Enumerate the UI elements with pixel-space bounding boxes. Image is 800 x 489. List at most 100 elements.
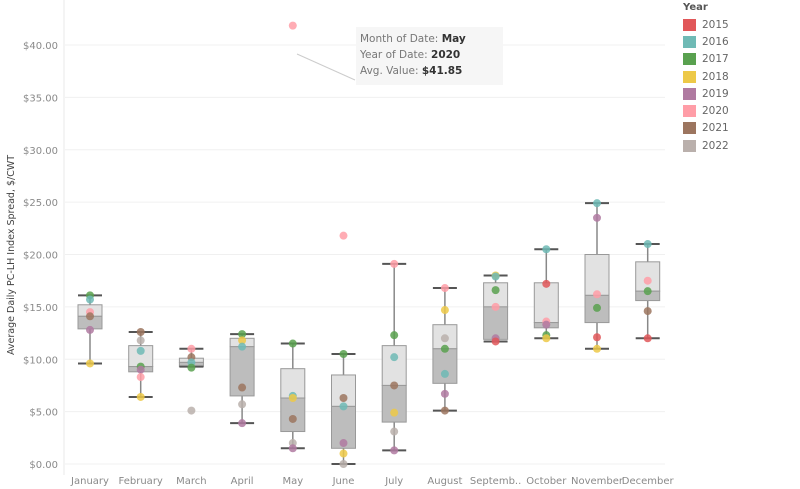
legend-label: 2022 [702, 139, 729, 152]
x-tick-label: February [119, 476, 163, 487]
legend-swatch [683, 139, 696, 152]
y-tick-label: $10.00 [23, 355, 58, 366]
legend-swatch [683, 105, 696, 118]
legend-item[interactable]: 2017 [683, 51, 729, 68]
data-point-2016 [136, 346, 145, 355]
tooltip-year: 2020 [431, 49, 461, 61]
legend-label: 2020 [702, 105, 729, 118]
box-lower [381, 384, 407, 423]
data-point-2015 [491, 337, 500, 346]
data-point-2019 [288, 444, 297, 453]
data-point-2018 [86, 359, 94, 368]
tooltip-month-label: Month of Date: [360, 33, 439, 45]
tooltip-connector [296, 53, 356, 81]
data-point-2015 [643, 334, 652, 343]
data-point-2019 [86, 325, 94, 334]
y-tick-label: $15.00 [23, 303, 58, 314]
data-point-2015 [593, 333, 601, 342]
legend: Year 2015 2016 2017 2018 2019 2020 2021 2022 [683, 2, 729, 154]
legend-label: 2018 [702, 70, 729, 83]
data-point-2018 [390, 408, 399, 417]
x-tick-label: May [282, 476, 303, 487]
legend-label: 2015 [702, 18, 729, 31]
x-tick-label: July [384, 476, 403, 487]
legend-item[interactable]: 2021 [683, 120, 729, 137]
legend-label: 2017 [702, 53, 729, 66]
legend-swatch [683, 122, 696, 135]
data-point-2019 [390, 446, 399, 455]
data-point-2016 [390, 353, 399, 362]
data-point-2021 [136, 328, 145, 337]
y-tick-label: $40.00 [23, 41, 58, 52]
data-point-2020 [390, 259, 399, 268]
x-tick-label: January [70, 476, 109, 487]
data-point-2017 [238, 330, 247, 339]
x-tick-label: March [176, 476, 206, 487]
data-point-2021 [288, 414, 297, 423]
legend-item[interactable]: 2016 [683, 33, 729, 50]
legend-item[interactable]: 2022 [683, 137, 729, 154]
data-point-2019 [238, 419, 247, 428]
legend-item[interactable]: 2019 [683, 85, 729, 102]
y-tick-label: $20.00 [23, 251, 58, 262]
legend-swatch [683, 53, 696, 66]
data-point-2017 [390, 331, 399, 340]
data-point-2020 [288, 21, 297, 30]
data-point-2017 [288, 339, 297, 348]
y-tick-label: $5.00 [29, 408, 58, 419]
data-point-2020 [187, 344, 196, 353]
tooltip-value: $41.85 [421, 65, 463, 77]
data-point-2016 [339, 402, 348, 411]
data-point-2022 [440, 334, 449, 343]
x-tick-label: August [427, 476, 462, 487]
y-tick-label: $35.00 [23, 93, 58, 104]
data-point-2020 [440, 284, 449, 293]
legend-label: 2016 [702, 35, 729, 48]
data-point-2020 [593, 290, 601, 299]
box-lower [331, 405, 356, 449]
data-point-2021 [440, 406, 449, 415]
box-upper [584, 254, 610, 296]
legend-item[interactable]: 2015 [683, 16, 729, 33]
data-point-2017 [491, 286, 500, 295]
data-point-2022 [339, 460, 348, 468]
x-tick-label: December [622, 476, 675, 487]
data-point-2020 [643, 276, 652, 285]
box-lower [280, 397, 306, 433]
x-tick-label: Septemb.. [470, 476, 521, 487]
data-point-2021 [643, 307, 652, 316]
data-point-2015 [542, 279, 551, 288]
data-point-2021 [390, 381, 399, 390]
data-point-2018 [238, 336, 247, 345]
data-point-2019 [542, 320, 551, 329]
data-point-2016 [593, 199, 601, 208]
data-point-2018 [339, 449, 348, 458]
legend-item[interactable]: 2020 [683, 102, 729, 119]
box-upper [381, 345, 407, 386]
data-point-2019 [440, 389, 449, 398]
data-point-2017 [187, 363, 196, 372]
legend-item[interactable]: 2018 [683, 68, 729, 85]
data-point-2022 [187, 406, 196, 415]
data-point-2016 [440, 369, 449, 378]
y-tick-label: $25.00 [23, 198, 58, 209]
data-point-2016 [238, 342, 247, 351]
data-point-2018 [136, 392, 145, 401]
data-point-2017 [440, 344, 449, 353]
data-point-2020 [136, 373, 145, 382]
data-point-2018 [288, 394, 297, 403]
data-point-2019 [339, 439, 348, 448]
box-plot-chart: $0.00 $5.00 $10.00 $15.00 $20.00 $25.00 $30.00… [6, 0, 675, 487]
y-tick-label: $0.00 [29, 460, 58, 471]
data-point-2021 [339, 394, 348, 403]
data-point-2020 [339, 231, 348, 240]
y-tick-label: $30.00 [23, 146, 58, 157]
data-point-2018 [593, 344, 601, 353]
data-point-2017 [339, 350, 348, 359]
data-point-2017 [643, 287, 652, 296]
data-point-2016 [542, 245, 551, 254]
data-point-2016 [643, 240, 652, 249]
box-lower [432, 348, 458, 384]
data-point-2020 [491, 302, 500, 311]
legend-label: 2019 [702, 87, 729, 100]
